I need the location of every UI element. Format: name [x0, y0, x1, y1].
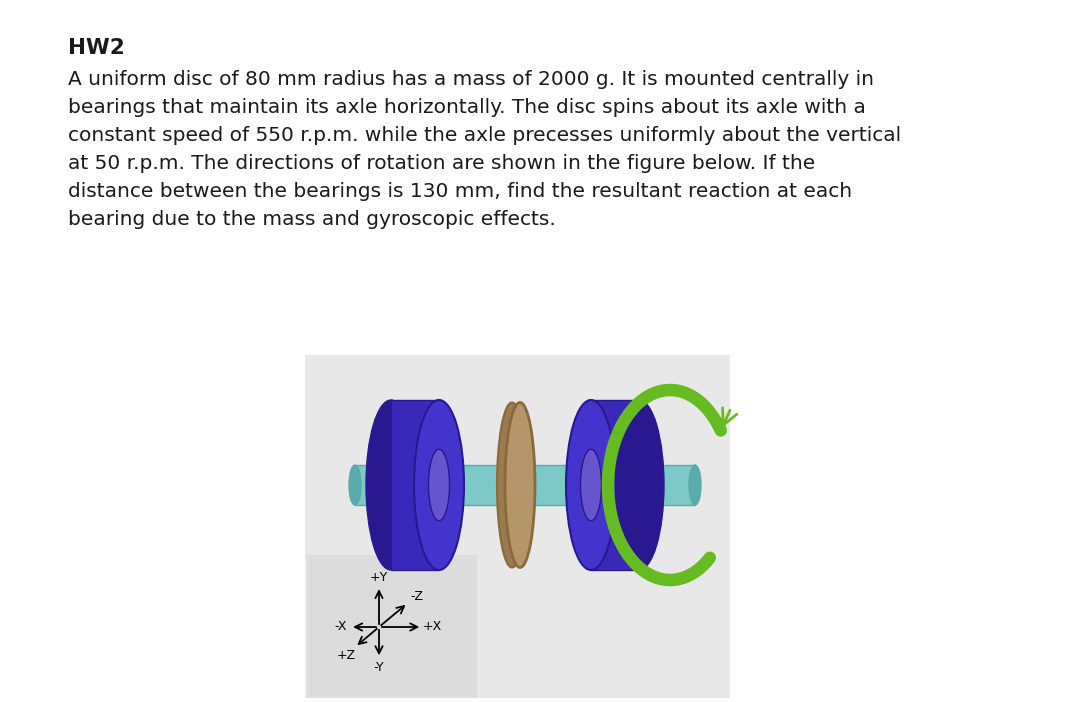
Text: at 50 r.p.m. The directions of rotation are shown in the figure below. If the: at 50 r.p.m. The directions of rotation …: [68, 154, 815, 173]
Text: +Z: +Z: [337, 649, 355, 662]
Ellipse shape: [505, 402, 535, 567]
Ellipse shape: [366, 400, 416, 570]
Polygon shape: [355, 465, 696, 505]
Ellipse shape: [581, 449, 602, 521]
Text: bearing due to the mass and gyroscopic effects.: bearing due to the mass and gyroscopic e…: [68, 210, 556, 229]
Ellipse shape: [349, 465, 361, 505]
Text: -X: -X: [334, 621, 347, 633]
Text: -Y: -Y: [374, 661, 384, 674]
Text: constant speed of 550 r.p.m. while the axle precesses uniformly about the vertic: constant speed of 550 r.p.m. while the a…: [68, 126, 901, 145]
Polygon shape: [591, 400, 639, 570]
Text: bearings that maintain its axle horizontally. The disc spins about its axle with: bearings that maintain its axle horizont…: [68, 98, 866, 117]
Ellipse shape: [566, 400, 616, 570]
Bar: [307, 555, 477, 698]
Ellipse shape: [689, 465, 701, 505]
Text: A uniform disc of 80 mm radius has a mass of 2000 g. It is mounted centrally in: A uniform disc of 80 mm radius has a mas…: [68, 70, 874, 89]
Ellipse shape: [615, 400, 664, 570]
Text: distance between the bearings is 130 mm, find the resultant reaction at each: distance between the bearings is 130 mm,…: [68, 182, 852, 201]
Polygon shape: [391, 400, 438, 570]
Bar: [305, 355, 730, 698]
Text: +X: +X: [422, 621, 442, 633]
Ellipse shape: [429, 449, 449, 521]
Ellipse shape: [497, 402, 527, 567]
Ellipse shape: [414, 400, 464, 570]
Text: HW2: HW2: [68, 38, 125, 58]
Text: +Y: +Y: [369, 571, 388, 583]
Text: -Z: -Z: [410, 590, 423, 602]
